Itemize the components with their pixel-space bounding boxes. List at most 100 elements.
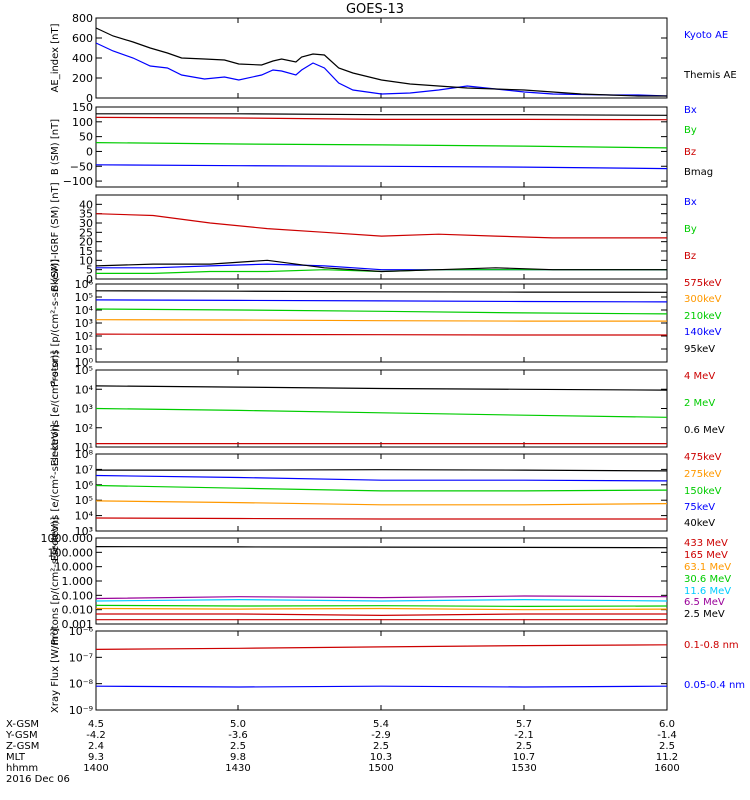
legend-label: 210keV — [684, 311, 722, 322]
y-axis-label: Xray Flux [W/m²] — [50, 628, 61, 713]
ephemeris-row-label: hhmm — [6, 763, 38, 774]
ephemeris-row-label: MLT — [6, 752, 26, 763]
y-tick-label: −100 — [63, 175, 93, 188]
y-tick-label: 10² — [75, 422, 93, 435]
y-tick-label: 30 — [79, 217, 93, 230]
y-tick-label: 0 — [86, 273, 93, 286]
ephemeris-value: 10.3 — [370, 752, 392, 763]
panel-6: 10³ 10⁴ 10⁵ 10⁶ 10⁷ 10⁸ Electrons [e/(cm²-s-sr… — [50, 424, 722, 561]
ephemeris-value: 1430 — [225, 763, 250, 774]
y-tick-label: 200 — [72, 72, 93, 85]
ephemeris-row-label: X-GSM — [6, 719, 39, 730]
y-tick-label: 600 — [72, 32, 93, 45]
y-tick-label: 0 — [86, 145, 93, 158]
legend-label: 2.5 MeV — [684, 609, 725, 620]
panel-2: −100 −50 050 100 150 B (SM) [nT] Bx By Bz Bmag — [50, 101, 713, 188]
y-tick-label: 10³ — [75, 525, 93, 538]
ephemeris-row-label: Z-GSM — [6, 741, 39, 752]
series-line-40kev — [96, 469, 668, 472]
y-tick-label: 10¹ — [75, 343, 93, 356]
y-tick-label: 10⁵ — [75, 494, 93, 507]
plot-date: 2016 Dec 06 — [6, 774, 70, 785]
y-axis-label: Electrons [e/(cm²-s-sr)] — [50, 351, 61, 467]
series-line-75kev — [95, 474, 668, 482]
y-axis-label: AE_index [nT] — [50, 23, 61, 92]
series-line-0-6-mev — [95, 385, 668, 391]
y-tick-label: 15 — [79, 245, 93, 258]
ephemeris-value: 5.4 — [373, 719, 389, 730]
series-line-300kev — [95, 319, 667, 322]
legend-label: Bmag — [684, 167, 713, 178]
legend-label: Bz — [684, 147, 696, 158]
series-line-0-05-0-4-nm — [95, 685, 668, 688]
y-tick-label: 10 — [79, 254, 93, 267]
series-line-140kev — [95, 299, 668, 303]
series-line-unnamed — [95, 259, 667, 273]
legend-label: 140keV — [684, 327, 722, 338]
ephemeris-value: 2.4 — [88, 741, 104, 752]
ephemeris-value: 2.5 — [516, 741, 532, 752]
ephemeris-row-label: Y-GSM — [5, 730, 38, 741]
panel-frame — [95, 369, 668, 448]
ephemeris-value: 1400 — [83, 763, 108, 774]
y-tick-label: −50 — [70, 160, 93, 173]
y-axis-label: Protons [p/(cm²-s-sr-keV)] — [50, 517, 61, 645]
legend-label: 300keV — [684, 294, 722, 305]
y-tick-label: 10.000 — [55, 561, 94, 574]
y-tick-label: 10⁸ — [75, 448, 94, 461]
y-tick-label: 10³ — [75, 403, 93, 416]
y-tick-label: 10⁴ — [75, 510, 94, 523]
y-axis-label: Protons [p/(cm²-s-sr-keV)] — [50, 259, 61, 387]
y-tick-label: 10⁰ — [75, 356, 94, 369]
y-tick-label: 10⁵ — [75, 364, 93, 377]
y-tick-label: 50 — [79, 131, 93, 144]
legend-label: 75keV — [684, 502, 715, 513]
legend-label: 0.1-0.8 nm — [684, 640, 739, 651]
series-line-themis-ae — [95, 27, 667, 97]
series-line-95kev — [95, 290, 668, 293]
y-tick-label: 10⁵ — [75, 291, 93, 304]
ephemeris-value: -2.1 — [514, 730, 534, 741]
legend-label: 575keV — [684, 278, 722, 289]
legend-label: 475keV — [684, 452, 722, 463]
ephemeris-value: -4.2 — [86, 730, 106, 741]
series-line-575kev — [95, 333, 667, 336]
legend-label: 2 MeV — [684, 398, 715, 409]
series-line-150kev — [95, 484, 668, 492]
ephemeris-value: 1530 — [511, 763, 536, 774]
ephemeris-value: 11.2 — [656, 752, 678, 763]
legend-label: 30.6 MeV — [684, 574, 731, 585]
series-line-165-mev — [96, 613, 667, 617]
y-axis-label: B (SM)-IGRF (SM) [nT] — [50, 182, 61, 291]
legend-label: 95keV — [684, 344, 715, 355]
y-tick-label: 10⁷ — [75, 463, 93, 476]
y-tick-label: 100 — [72, 116, 93, 129]
legend-label: 433 MeV — [684, 538, 728, 549]
ephemeris-value: 1600 — [654, 763, 679, 774]
series-line-475kev — [95, 517, 667, 520]
legend-label: Bx — [684, 197, 697, 208]
legend-label: 0.6 MeV — [684, 425, 725, 436]
y-tick-label: 10⁻⁸ — [69, 678, 94, 691]
ephemeris-value: 4.5 — [88, 719, 104, 730]
series-line-275kev — [95, 500, 668, 506]
y-tick-label: 20 — [79, 236, 93, 249]
panel-frame — [95, 537, 668, 625]
legend-label: By — [684, 125, 697, 136]
ephemeris-value: 9.8 — [230, 752, 246, 763]
y-tick-label: 400 — [72, 52, 93, 65]
series-line-6-5-mev — [95, 595, 668, 600]
y-tick-label: 1000.000 — [41, 532, 94, 545]
y-tick-label: 100.000 — [48, 546, 94, 559]
ephemeris-value: -3.6 — [228, 730, 248, 741]
legend-label: Bx — [684, 105, 697, 116]
y-tick-label: 10³ — [75, 317, 93, 330]
panel-frame — [95, 283, 668, 363]
y-tick-label: 10¹ — [75, 441, 93, 454]
panel-1: 0 200 400 600 800 AE_index [nT] Kyoto AE Themis… — [50, 12, 737, 105]
ephemeris-value: 10.7 — [513, 752, 535, 763]
